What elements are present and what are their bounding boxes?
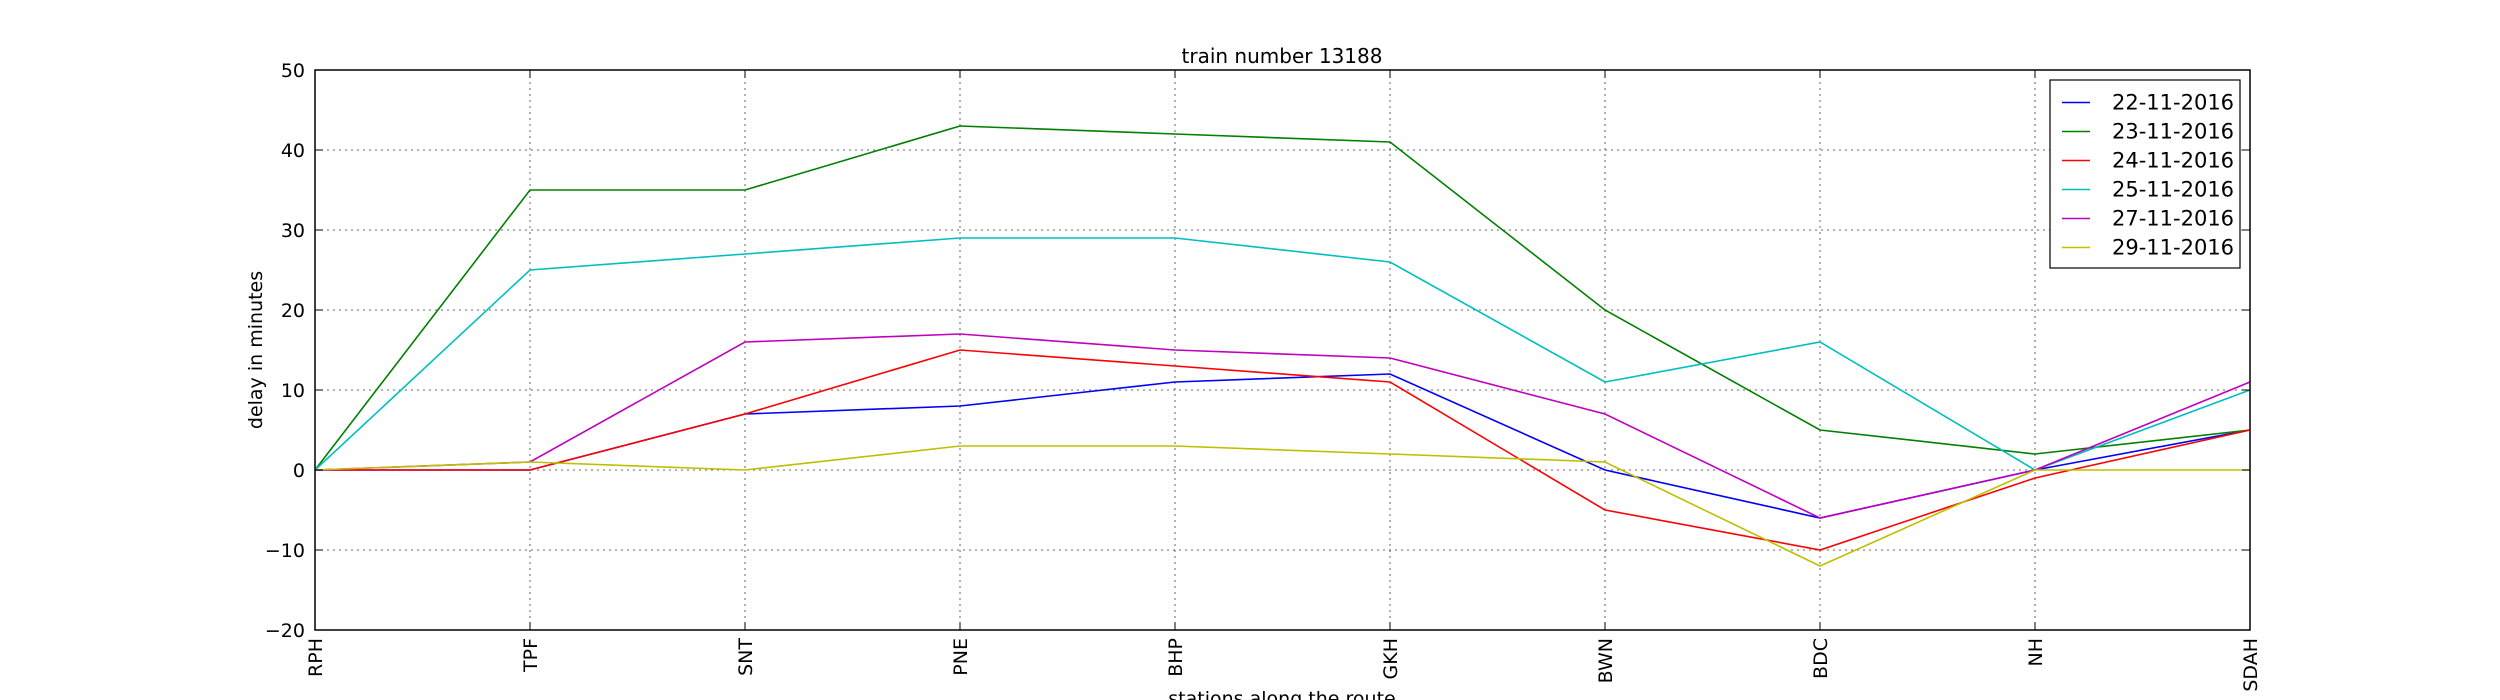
series-line-27-11-2016 <box>314 333 2251 519</box>
legend-label: 27-11-2016 <box>2112 207 2234 231</box>
y-tick-label: 0 <box>293 460 305 482</box>
legend-box <box>2049 79 2241 269</box>
legend-label: 24-11-2016 <box>2112 149 2234 173</box>
x-tick-label: NH <box>2025 638 2047 667</box>
x-tick-label: PNE <box>950 638 972 676</box>
series-line-25-11-2016 <box>314 237 2251 471</box>
legend-label: 29-11-2016 <box>2112 236 2234 260</box>
legend-label: 22-11-2016 <box>2112 91 2234 115</box>
x-tick-label: RPH <box>305 638 327 677</box>
x-tick-label: SNT <box>735 638 757 676</box>
y-tick-label: 50 <box>281 60 305 82</box>
x-tick-label: TPF <box>520 638 542 673</box>
x-tick-label: SDAH <box>2240 638 2262 692</box>
y-tick-label: 20 <box>281 300 305 322</box>
series-lines <box>314 125 2251 567</box>
x-tick-label: GKH <box>1380 638 1402 679</box>
y-tick-label: 40 <box>281 140 305 162</box>
plot-frame <box>314 69 2251 631</box>
y-tick-label: 30 <box>281 220 305 242</box>
x-tick-label: BWN <box>1595 638 1617 683</box>
x-tick-label: BDC <box>1810 638 1832 679</box>
x-axis-ticks: RPH TPF SNT PNE BHP GKH BWN BDC NH SDAH <box>305 70 2262 692</box>
legend-label: 23-11-2016 <box>2112 120 2234 144</box>
chart-title: train number 13188 <box>1182 44 1383 68</box>
y-axis-title: delay in minutes <box>245 271 267 429</box>
grid-lines <box>315 70 2250 630</box>
y-tick-label: 10 <box>281 380 305 402</box>
series-line-24-11-2016 <box>315 349 2251 551</box>
legend-label: 25-11-2016 <box>2112 178 2234 202</box>
series-line-29-11-2016 <box>314 445 2250 567</box>
x-axis-title: stations along the route <box>1168 688 1395 700</box>
series-line-23-11-2016 <box>314 125 2251 471</box>
y-tick-label: −10 <box>265 540 305 562</box>
x-tick-label: BHP <box>1165 638 1187 677</box>
y-axis-ticks: −20 −10 0 10 20 30 40 50 <box>265 60 2250 642</box>
y-tick-label: −20 <box>265 620 305 642</box>
legend: 22-11-2016 23-11-2016 24-11-2016 25-11-2016… <box>2049 79 2241 269</box>
